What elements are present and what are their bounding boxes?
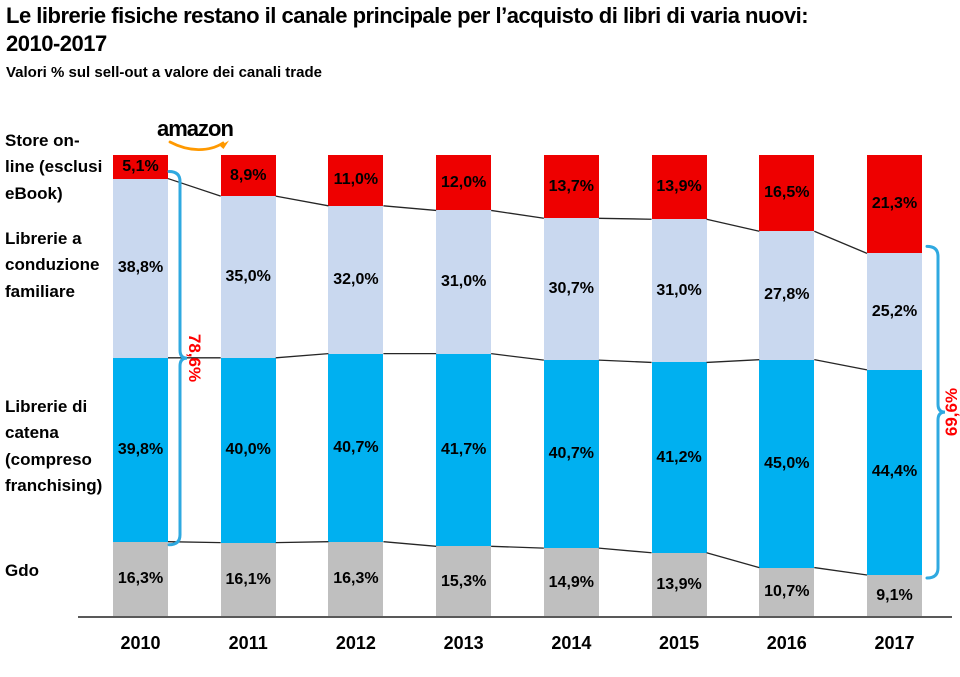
value-label: 16,3%: [117, 570, 164, 588]
bar-segment: 16,5%: [759, 155, 815, 232]
value-label: 13,9%: [656, 575, 702, 593]
value-label: 40,7%: [333, 438, 379, 456]
bar-segment: 16,1%: [220, 542, 276, 617]
series-label-librerie-catena: Librerie di catena (compreso franchising…: [5, 397, 103, 496]
value-label: 32,0%: [333, 270, 379, 288]
bar-2015: 13,9% 31,0% 41,2% 13,9%: [651, 155, 707, 617]
x-axis-label: 2015: [659, 633, 700, 653]
amazon-logo: amazon: [157, 116, 247, 156]
value-label: 21,3%: [871, 195, 918, 213]
value-label: 12,0%: [440, 173, 487, 191]
bar-segment: 15,3%: [436, 546, 492, 617]
bar-segment: 40,7%: [328, 353, 384, 542]
bar-segment: 21,3%: [867, 155, 922, 254]
bar-segment: 39,8%: [113, 357, 168, 542]
value-label: 9,1%: [876, 586, 913, 604]
value-label: 45,0%: [764, 454, 810, 472]
value-label: 40,0%: [225, 441, 271, 459]
series-label-librerie-familiari: Librerie a conduzione familiare: [5, 229, 100, 301]
plot-area: 5,1% 38,8% 39,8% 16,3% 8,9% 35,0% 40,0% 16,1% 11…: [113, 155, 922, 617]
bracket-label-2010: 78,6%: [185, 334, 204, 383]
bar-segment: 31,0%: [436, 210, 492, 354]
bar-segment: 8,9%: [220, 155, 276, 197]
value-label: 38,8%: [117, 259, 164, 277]
value-label: 31,0%: [440, 273, 487, 291]
bar-segment: 25,2%: [867, 253, 922, 370]
bar-segment: 10,7%: [759, 567, 815, 617]
value-label: 16,1%: [225, 570, 271, 588]
bar-2011: 8,9% 35,0% 40,0% 16,1%: [220, 155, 276, 617]
value-label: 40,7%: [548, 445, 595, 463]
value-label: 8,9%: [229, 166, 267, 184]
bar-2016: 16,5% 27,8% 45,0% 10,7%: [759, 155, 815, 617]
bar-segment: 16,3%: [113, 541, 168, 617]
bar-segment: 5,1%: [113, 155, 168, 179]
bar-segment: 32,0%: [328, 205, 384, 354]
value-label: 16,3%: [333, 570, 379, 588]
value-label: 30,7%: [548, 280, 595, 298]
bar-segment: 13,9%: [651, 552, 707, 617]
page-title: Le librerie fisiche restano il canale pr…: [6, 2, 956, 58]
bar-segment: 13,7%: [543, 155, 599, 219]
x-axis-label: 2012: [335, 633, 376, 653]
bar-segment: 35,0%: [220, 196, 276, 358]
bar-segment: 12,0%: [436, 155, 492, 211]
amazon-smile-icon: [168, 140, 229, 152]
bar-2012: 11,0% 32,0% 40,7% 16,3%: [328, 155, 384, 617]
bar-segment: 9,1%: [867, 574, 922, 617]
value-label: 41,2%: [656, 448, 702, 466]
value-label: 11,0%: [333, 171, 379, 189]
bar-segment: 41,2%: [651, 362, 707, 553]
value-label: 13,9%: [656, 178, 702, 196]
bar-segment: 40,0%: [220, 357, 276, 543]
page-subtitle: Valori % sul sell-out a valore dei canal…: [6, 64, 322, 81]
x-axis-label: 2013: [443, 633, 484, 653]
title-line-1: Le librerie fisiche restano il canale pr…: [6, 3, 809, 28]
value-label: 5,1%: [122, 157, 159, 175]
x-axis-label: 2011: [228, 633, 268, 653]
bar-segment: 14,9%: [543, 548, 599, 617]
x-axis-label: 2014: [551, 633, 592, 653]
value-label: 39,8%: [117, 440, 164, 458]
x-axis-label: 2016: [766, 633, 807, 653]
bar-segment: 30,7%: [543, 218, 599, 361]
series-label-store-online: Store on- line (esclusi eBook): [5, 131, 103, 203]
bar-segment: 31,0%: [651, 219, 707, 363]
value-label: 16,5%: [764, 184, 810, 202]
value-label: 41,7%: [440, 440, 487, 458]
value-label: 15,3%: [440, 572, 487, 590]
bar-segment: 45,0%: [759, 359, 815, 568]
bar-2010: 5,1% 38,8% 39,8% 16,3%: [113, 155, 168, 617]
bar-segment: 44,4%: [867, 369, 922, 575]
value-label: 10,7%: [764, 583, 810, 601]
bar-segment: 13,9%: [651, 155, 707, 220]
value-label: 31,0%: [656, 281, 702, 299]
x-axis-line: [78, 616, 952, 618]
bar-segment: 38,8%: [113, 178, 168, 358]
title-line-2: 2010-2017: [6, 31, 107, 57]
bar-2014: 13,7% 30,7% 40,7% 14,9%: [543, 155, 599, 617]
bracket-label-2017: 69,6%: [942, 388, 960, 437]
series-label-gdo: Gdo: [5, 561, 39, 580]
value-label: 14,9%: [548, 573, 595, 591]
x-axis-label: 2010: [120, 633, 161, 653]
amazon-logo-text: amazon: [157, 116, 234, 141]
bar-segment: 11,0%: [328, 155, 384, 206]
value-label: 13,7%: [548, 177, 595, 195]
bar-segment: 16,3%: [328, 541, 384, 617]
bar-2013: 12,0% 31,0% 41,7% 15,3%: [436, 155, 492, 617]
value-label: 27,8%: [764, 286, 810, 304]
value-label: 25,2%: [871, 302, 918, 320]
bar-segment: 41,7%: [436, 353, 492, 547]
bar-segment: 27,8%: [759, 231, 815, 360]
x-axis-label: 2017: [874, 633, 915, 653]
bar-2017: 21,3% 25,2% 44,4% 9,1%: [867, 155, 922, 617]
value-label: 44,4%: [871, 463, 918, 481]
value-label: 35,0%: [225, 267, 271, 285]
bar-segment: 40,7%: [543, 360, 599, 549]
